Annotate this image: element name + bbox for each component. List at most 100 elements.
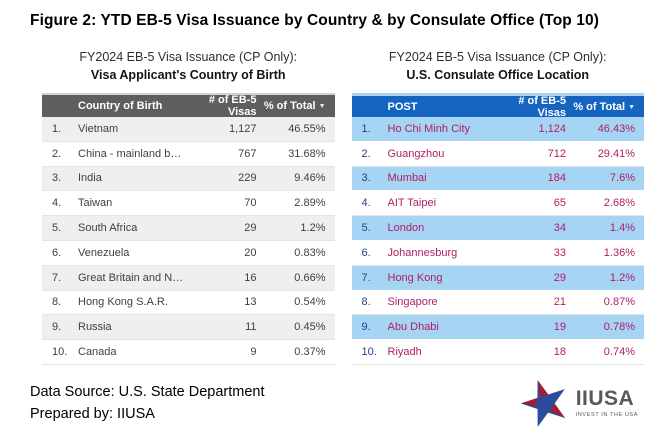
visas-column-header[interactable]: # of EB-5 Visas — [518, 94, 566, 119]
rank-cell: 9. — [52, 321, 62, 334]
name-cell: Guangzhou — [387, 147, 445, 160]
consulate-office-table: POST # of EB-5 Visas % of Total ▼ 1. Ho Ch… — [351, 93, 644, 365]
pct-column-header[interactable]: % of Total ▼ — [566, 101, 644, 113]
name-cell: Hong Kong — [387, 271, 443, 284]
name-cell: Canada — [78, 346, 117, 359]
pct-cell: 0.37% — [294, 346, 326, 359]
name-cell: Abu Dhabi — [387, 321, 439, 334]
pct-cell: 0.87% — [603, 296, 635, 309]
tables-row: FY2024 EB-5 Visa Issuance (CP Only): Vis… — [42, 49, 644, 365]
country-subtitle-line1: FY2024 EB-5 Visa Issuance (CP Only): — [79, 50, 298, 64]
table-row: 5. London 34 1.4% — [351, 216, 644, 241]
table-row: 8. Hong Kong S.A.R. 13 0.54% — [42, 291, 335, 316]
table-row: 8. Singapore 21 0.87% — [351, 291, 644, 316]
name-cell: Venezuela — [78, 246, 130, 259]
rank-cell: 7. — [361, 271, 371, 284]
table-row: 3. India 229 9.46% — [42, 166, 335, 192]
country-column-header[interactable]: Country of Birth — [78, 100, 163, 112]
iiusa-logo-text: IIUSA INVEST IN THE USA — [576, 388, 638, 418]
country-table-header: Country of Birth # of EB-5 Visas % of To… — [42, 93, 335, 118]
visas-cell: 9 — [250, 346, 257, 359]
source-notes: Data Source: U.S. State Department Prepa… — [30, 381, 265, 426]
rank-cell: 2. — [361, 147, 371, 160]
rank-cell: 4. — [52, 197, 62, 210]
name-cell: Singapore — [387, 296, 438, 309]
visas-cell: 1,124 — [538, 122, 566, 135]
iiusa-star-icon — [520, 380, 565, 427]
post-subtitle-line2: U.S. Consulate Office Location — [406, 67, 590, 82]
name-cell: South Africa — [78, 222, 138, 235]
sort-descending-icon[interactable]: ▼ — [318, 103, 326, 110]
table-row: 9. Abu Dhabi 19 0.78% — [351, 315, 644, 341]
table-row: 5. South Africa 29 1.2% — [42, 216, 335, 241]
sort-descending-icon[interactable]: ▼ — [628, 103, 635, 111]
visas-column-header[interactable]: # of EB-5 Visas — [208, 94, 257, 118]
iiusa-logo-name: IIUSA — [575, 387, 635, 411]
visas-cell: 18 — [553, 346, 566, 359]
pct-cell: 2.68% — [603, 197, 635, 210]
country-of-birth-panel: FY2024 EB-5 Visa Issuance (CP Only): Vis… — [42, 49, 335, 365]
pct-cell: 7.6% — [609, 172, 635, 185]
name-cell: Vietnam — [78, 122, 119, 135]
pct-cell: 2.89% — [294, 197, 326, 210]
table-row: 2. Guangzhou 712 29.41% — [351, 142, 644, 167]
iiusa-logo: IIUSA INVEST IN THE USA — [520, 378, 638, 428]
table-row: 4. Taiwan 70 2.89% — [42, 191, 335, 217]
rank-cell: 8. — [52, 296, 62, 309]
rank-cell: 3. — [361, 172, 371, 185]
name-cell: India — [78, 172, 102, 185]
table-row: 3. Mumbai 184 7.6% — [351, 166, 644, 192]
post-column-header[interactable]: POST — [387, 100, 418, 113]
post-table-body: 1. Ho Chi Minh City 1,124 46.43% 2. Guangzhou… — [351, 117, 644, 365]
visas-cell: 65 — [553, 197, 566, 210]
visas-cell: 70 — [244, 197, 257, 210]
table-row: 1. Ho Chi Minh City 1,124 46.43% — [351, 117, 644, 142]
visas-cell: 767 — [238, 147, 257, 160]
pct-cell: 1.2% — [609, 271, 635, 284]
rank-cell: 10. — [52, 346, 68, 359]
rank-cell: 2. — [52, 147, 62, 160]
visas-cell: 19 — [553, 321, 566, 334]
table-row: 4. AIT Taipei 65 2.68% — [351, 191, 644, 217]
post-table-header: POST # of EB-5 Visas % of Total ▼ — [351, 93, 644, 119]
table-row: 7. Great Britain and N… 16 0.66% — [42, 265, 335, 291]
pct-cell: 29.41% — [597, 147, 635, 160]
data-source-line: Data Source: U.S. State Department — [30, 383, 265, 400]
name-cell: China - mainland b… — [78, 147, 182, 160]
visas-cell: 29 — [553, 271, 566, 284]
pct-cell: 0.66% — [294, 271, 326, 284]
country-of-birth-table: Country of Birth # of EB-5 Visas % of To… — [42, 93, 335, 365]
name-cell: Russia — [78, 321, 112, 334]
iiusa-logo-tagline: INVEST IN THE USA — [575, 411, 638, 418]
table-row: 6. Johannesburg 33 1.36% — [351, 241, 644, 266]
table-row: 1. Vietnam 1,127 46.55% — [42, 117, 335, 142]
visas-cell: 11 — [245, 321, 257, 334]
pct-header-label: % of Total — [573, 100, 626, 113]
post-subtitle-line1: FY2024 EB-5 Visa Issuance (CP Only): — [388, 50, 607, 64]
rank-cell: 4. — [361, 197, 371, 210]
pct-cell: 1.4% — [609, 222, 635, 235]
country-subtitle-line2: Visa Applicant's Country of Birth — [90, 67, 286, 82]
table-row: 9. Russia 11 0.45% — [42, 315, 335, 341]
prepared-by-line: Prepared by: IIUSA — [30, 405, 155, 422]
pct-cell: 0.83% — [294, 246, 326, 259]
rank-cell: 9. — [361, 321, 371, 334]
visas-cell: 20 — [244, 246, 257, 259]
visas-cell: 29 — [244, 222, 257, 235]
pct-cell: 46.43% — [597, 122, 635, 135]
rank-cell: 6. — [361, 246, 371, 259]
visas-cell: 184 — [547, 172, 566, 185]
name-cell: Johannesburg — [387, 246, 458, 259]
pct-cell: 0.78% — [603, 321, 635, 334]
rank-cell: 3. — [52, 172, 62, 185]
name-cell: Riyadh — [387, 346, 422, 359]
figure-title: Figure 2: YTD EB-5 Visa Issuance by Coun… — [30, 12, 599, 29]
rank-cell: 7. — [52, 271, 62, 284]
post-table-subtitle: FY2024 EB-5 Visa Issuance (CP Only): U.S… — [352, 49, 645, 84]
pct-column-header[interactable]: % of Total ▼ — [257, 100, 335, 112]
pct-cell: 1.36% — [603, 246, 635, 259]
visas-cell: 229 — [238, 172, 257, 185]
visas-cell: 712 — [547, 147, 566, 160]
rank-cell: 1. — [52, 122, 62, 135]
